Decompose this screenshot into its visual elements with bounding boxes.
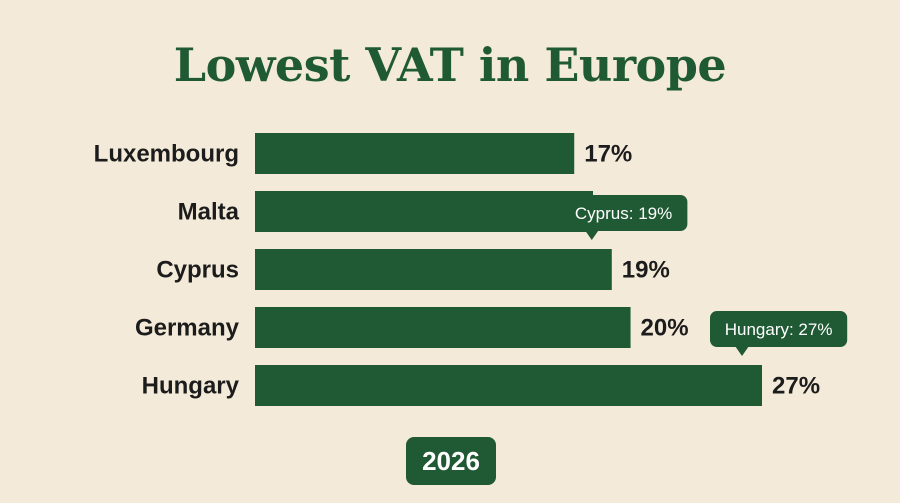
value-label-germany: 20% bbox=[641, 315, 689, 342]
callout-text-hungary: Hungary: 27% bbox=[725, 320, 833, 339]
callout-bubble-hungary bbox=[710, 311, 848, 347]
category-label-malta: Malta bbox=[178, 199, 240, 226]
callout-text-cyprus: Cyprus: 19% bbox=[575, 204, 672, 223]
value-label-hungary: 27% bbox=[772, 373, 820, 400]
bar-luxembourg bbox=[255, 133, 575, 174]
category-label-hungary: Hungary bbox=[142, 373, 240, 400]
callout-cyprus: Cyprus: 19% bbox=[559, 195, 688, 240]
callout-pointer-hungary bbox=[735, 346, 749, 356]
year-badge: 2026 bbox=[406, 437, 496, 485]
category-label-germany: Germany bbox=[135, 315, 240, 342]
bar-hungary bbox=[255, 365, 762, 406]
category-label-luxembourg: Luxembourg bbox=[94, 141, 239, 168]
category-label-cyprus: Cyprus bbox=[156, 257, 239, 284]
callout-bubble-cyprus bbox=[559, 195, 688, 231]
chart-title: Lowest VAT in Europe bbox=[173, 38, 727, 92]
bar-cyprus bbox=[255, 249, 612, 290]
value-label-luxembourg: 17% bbox=[584, 141, 632, 168]
callout-pointer-cyprus bbox=[584, 230, 599, 240]
callout-hungary: Hungary: 27% bbox=[710, 311, 848, 356]
bar-malta bbox=[255, 191, 593, 232]
value-label-cyprus: 19% bbox=[622, 257, 670, 284]
bar-germany bbox=[255, 307, 631, 348]
